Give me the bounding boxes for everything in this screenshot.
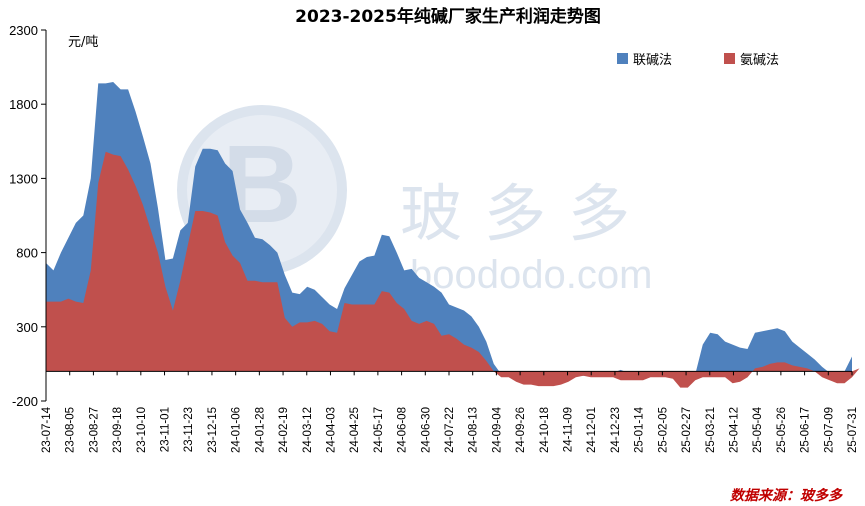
x-tick-label: 24-03-12 — [302, 407, 314, 453]
x-tick-label: 23-11-23 — [183, 407, 195, 452]
x-tick-label: 23-09-18 — [112, 407, 124, 453]
x-tick-label: 25-05-26 — [776, 407, 788, 453]
x-tick-label: 24-09-26 — [515, 407, 527, 453]
x-tick-label: 23-08-05 — [65, 407, 77, 453]
legend: 联碱法 氨碱法 — [617, 53, 779, 68]
y-tick-label: 1800 — [9, 97, 38, 112]
x-tick-label: 23-11-01 — [160, 407, 172, 452]
y-axis-label: 元/吨 — [68, 35, 98, 50]
x-tick-label: 24-04-03 — [325, 407, 337, 453]
x-tick-label: 24-01-06 — [231, 407, 243, 453]
x-tick-label: 25-06-17 — [800, 407, 812, 453]
x-tick-label: 24-11-09 — [563, 407, 575, 452]
x-tick-label: 24-04-25 — [349, 407, 361, 453]
data-source: 数据来源：玻多多 — [730, 487, 843, 504]
x-tick-label: 23-12-15 — [207, 407, 219, 453]
x-tick-label: 25-05-04 — [752, 406, 764, 453]
chart-title: 2023-2025年纯碱厂家生产利润走势图 — [295, 6, 601, 27]
series-area-anjian — [46, 151, 860, 388]
x-tick-label: 25-03-21 — [705, 407, 717, 453]
x-tick-label: 24-12-01 — [586, 407, 598, 453]
x-tick-label: 24-08-13 — [468, 407, 480, 453]
y-tick-label: 300 — [16, 320, 38, 335]
x-tick-label: 23-10-10 — [136, 407, 148, 453]
y-tick-label: 2300 — [9, 23, 38, 38]
x-tick-label: 24-02-19 — [278, 407, 290, 453]
x-tick-label: 25-04-12 — [728, 407, 740, 453]
legend-label-lianjian: 联碱法 — [633, 53, 672, 68]
y-tick-label: 800 — [16, 246, 38, 261]
x-tick-label: 23-08-27 — [88, 407, 100, 453]
x-tick-label: 25-01-14 — [634, 406, 646, 453]
legend-swatch-lianjian — [617, 53, 628, 64]
x-tick-label: 25-02-05 — [657, 407, 669, 453]
x-tick-label: 24-12-23 — [610, 407, 622, 453]
x-tick-label: 23-07-14 — [41, 406, 53, 453]
x-tick-label: 25-07-09 — [823, 407, 835, 453]
y-tick-label: 1300 — [9, 171, 38, 186]
x-tick-label: 25-07-31 — [847, 407, 859, 453]
x-tick-label: 24-01-28 — [254, 407, 266, 453]
x-tick-label: 24-09-04 — [491, 406, 503, 453]
x-tick-label: 24-06-30 — [420, 407, 432, 453]
y-tick-label: -200 — [12, 394, 38, 409]
watermark-subtext: boododo.com — [410, 253, 652, 297]
plot-area: -200 300 800 1300 1800 2300 23-07-14 23-08-05 23… — [9, 23, 860, 453]
x-tick-label: 25-02-27 — [681, 407, 693, 453]
legend-swatch-anjian — [724, 53, 735, 64]
x-tick-label: 24-06-08 — [397, 407, 409, 453]
legend-label-anjian: 氨碱法 — [740, 53, 779, 68]
x-tick-label: 24-05-17 — [373, 407, 385, 453]
x-tick-label: 24-10-18 — [539, 407, 551, 453]
x-tick-label: 24-07-22 — [444, 407, 456, 453]
watermark-text: 玻多多 — [400, 177, 652, 250]
